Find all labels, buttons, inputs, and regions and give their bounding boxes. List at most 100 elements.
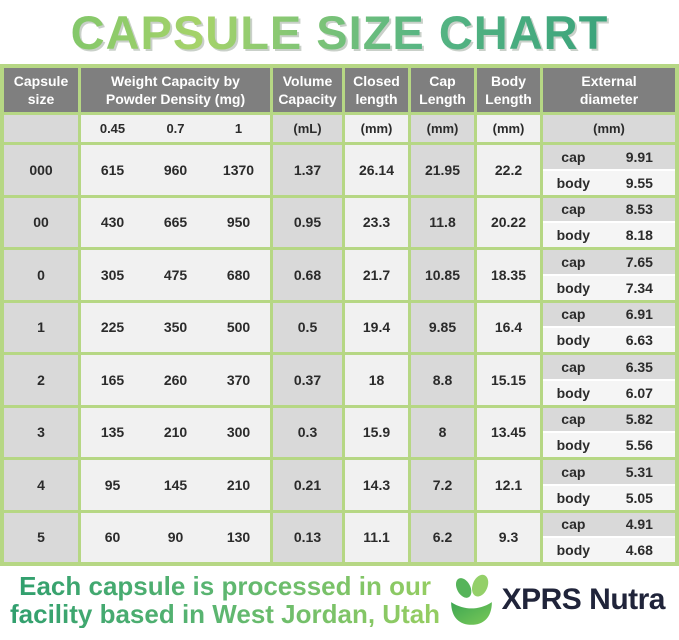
cell-body-length: 9.3 [477,512,540,562]
header-cap-length: Cap Length [411,68,474,112]
header-label-line1: Volume [282,72,333,89]
capsule-size-table: Capsule size Weight Capacity by Powder D… [0,64,679,566]
cap-diameter: 9.91 [625,148,653,165]
cell-cap-length: 21.95 [411,145,474,195]
cell-capsule-size: 00 [4,197,78,247]
body-label: body [556,227,591,244]
external-body-row: body 7.34 [543,275,675,300]
header-label-line2: Length [485,91,532,107]
body-diameter: 7.34 [625,279,653,296]
cell-weight-capacities: 225 350 500 [81,302,270,352]
cell-cap-length: 6.2 [411,512,474,562]
cell-weight-capacities: 135 210 300 [81,407,270,457]
cell-cap-length: 9.85 [411,302,474,352]
weight-value: 370 [226,371,251,388]
cap-label: cap [561,358,586,375]
external-body-row: body 8.18 [543,223,675,247]
cap-diameter: 4.91 [625,516,653,533]
subheader-external-unit: (mm) [543,115,675,142]
weight-value: 225 [100,319,125,336]
external-body-row: body 6.07 [543,380,675,405]
density-label: 0.45 [99,121,126,136]
subheader-densities: 0.45 0.7 1 [81,115,270,142]
weight-value: 950 [226,214,251,231]
weight-value: 90 [167,529,184,546]
cell-external-diameter: cap 9.91 body 9.55 [543,145,675,195]
external-cap-row: cap 9.91 [543,145,675,169]
body-label: body [556,174,591,191]
cell-volume: 0.68 [273,250,342,300]
weight-value: 1370 [222,161,255,178]
facility-note: Each capsule is processed in our facilit… [10,572,440,628]
external-cap-row: cap 7.65 [543,250,675,274]
weight-value: 475 [163,266,188,283]
cap-label: cap [561,463,586,480]
cell-capsule-size: 3 [4,407,78,457]
external-body-row: body 5.05 [543,485,675,510]
external-body-row: body 4.68 [543,538,675,562]
header-label-line1: Cap [429,72,456,89]
cell-closed-length: 18 [345,355,408,405]
header-label-line2: diameter [579,91,639,107]
cell-body-length: 22.2 [477,145,540,195]
facility-note-line1: Each capsule is processed in our [19,570,431,601]
weight-value: 260 [163,371,188,388]
cell-closed-length: 21.7 [345,250,408,300]
cap-diameter: 5.31 [625,463,653,480]
cap-label: cap [561,411,586,428]
cell-capsule-size: 2 [4,355,78,405]
cell-body-length: 16.4 [477,302,540,352]
cell-closed-length: 15.9 [345,407,408,457]
cell-volume: 0.21 [273,460,342,510]
weight-value: 130 [226,529,251,546]
header-volume-capacity: Volume Capacity [273,68,342,112]
body-label: body [556,437,591,454]
weight-value: 430 [100,214,125,231]
cell-capsule-size: 1 [4,302,78,352]
cell-cap-length: 8.8 [411,355,474,405]
body-diameter: 5.05 [625,489,653,506]
cell-volume: 1.37 [273,145,342,195]
body-label: body [556,384,591,401]
cap-diameter: 6.35 [625,358,653,375]
weight-value: 500 [226,319,251,336]
weight-value: 210 [163,424,188,441]
brand-logo: XPRS Nutra [448,574,666,627]
header-closed-length: Closed length [345,68,408,112]
external-cap-row: cap 6.35 [543,355,675,379]
cell-weight-capacities: 430 665 950 [81,197,270,247]
cap-diameter: 5.82 [625,411,653,428]
cell-closed-length: 26.14 [345,145,408,195]
cell-cap-length: 7.2 [411,460,474,510]
cell-closed-length: 11.1 [345,512,408,562]
body-diameter: 8.18 [625,227,653,244]
cell-external-diameter: cap 6.91 body 6.63 [543,302,675,352]
header-label: Capsule size [13,72,69,107]
header-label-line1: Weight Capacity by [111,72,240,89]
cell-body-length: 18.35 [477,250,540,300]
cell-closed-length: 19.4 [345,302,408,352]
cap-label: cap [561,516,586,533]
cell-volume: 0.3 [273,407,342,457]
cell-weight-capacities: 615 960 1370 [81,145,270,195]
body-label: body [556,279,591,296]
header-label-line2: Capacity [278,91,337,107]
subheader-cap-unit: (mm) [411,115,474,142]
footer: Each capsule is processed in our facilit… [0,566,679,640]
cell-external-diameter: cap 5.82 body 5.56 [543,407,675,457]
weight-value: 95 [104,476,121,493]
external-body-row: body 6.63 [543,328,675,352]
weight-value: 665 [163,214,188,231]
cell-body-length: 20.22 [477,197,540,247]
subheader-body-unit: (mm) [477,115,540,142]
weight-value: 350 [163,319,188,336]
cell-volume: 0.95 [273,197,342,247]
body-diameter: 6.07 [625,384,653,401]
external-body-row: body 5.56 [543,433,675,457]
body-diameter: 6.63 [625,332,653,349]
body-label: body [556,542,591,559]
weight-value: 300 [226,424,251,441]
external-body-row: body 9.55 [543,170,675,195]
body-diameter: 4.68 [625,542,653,559]
cell-external-diameter: cap 4.91 body 4.68 [543,512,675,562]
